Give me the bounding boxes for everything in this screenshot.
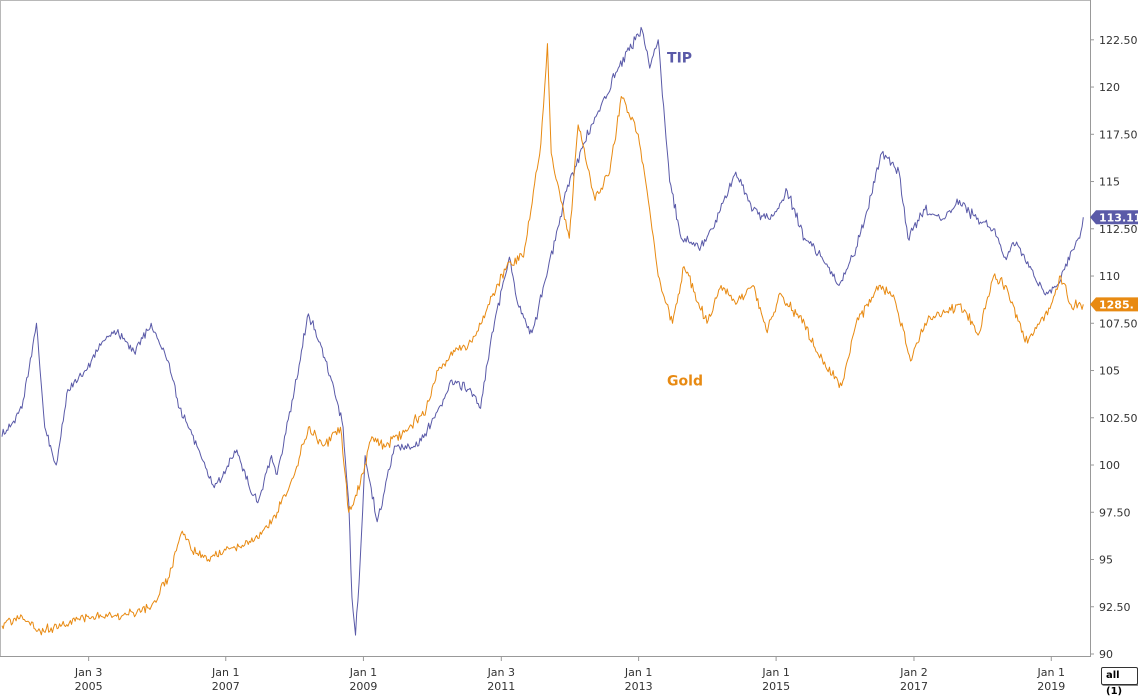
y-tick-label: 120 (1099, 81, 1120, 94)
x-tick-year-label: 2011 (487, 680, 515, 693)
x-tick-label: Jan 1 (349, 666, 377, 679)
series-labels: TIP Gold (667, 50, 703, 389)
y-tick-label: 110 (1099, 270, 1120, 283)
end-value-markers: 113.11 1285. (1090, 210, 1138, 312)
x-tick-year-label: 2007 (212, 680, 240, 693)
series-line-gold (1, 43, 1084, 636)
x-tick-label: Jan 1 (624, 666, 652, 679)
y-tick-label: 102.50 (1099, 412, 1138, 425)
x-tick-year-label: 2005 (75, 680, 103, 693)
end-value-marker-tip (1090, 210, 1138, 225)
series-label-gold: Gold (667, 374, 703, 390)
end-value-marker-gold (1090, 297, 1138, 312)
x-tick-label: Jan 1 (761, 666, 789, 679)
series-lines (1, 26, 1084, 636)
range-all-button[interactable]: all (1) (1101, 667, 1138, 697)
x-tick-year-label: 2009 (349, 680, 377, 693)
x-tick-label: Jan 3 (74, 666, 102, 679)
y-tick-label: 92.50 (1099, 601, 1131, 614)
x-tick-year-label: 2015 (762, 680, 790, 693)
y-axis-ticks: 90 92.50 95 97.50 100 102.50 105 107.50 110 112.5… (1090, 34, 1138, 661)
y-tick-label: 100 (1099, 459, 1120, 472)
x-tick-label: Jan 2 (899, 666, 927, 679)
x-tick-year-label: 2013 (625, 680, 653, 693)
plot-area-border (0, 0, 1091, 657)
end-value-label-tip: 113.11 (1099, 211, 1138, 224)
x-tick-label: Jan 1 (1037, 666, 1065, 679)
y-tick-label: 112.50 (1099, 223, 1138, 236)
x-tick-label: Jan 1 (211, 666, 239, 679)
y-tick-label: 115 (1099, 176, 1120, 189)
y-tick-label: 107.50 (1099, 317, 1138, 330)
y-tick-label: 90 (1099, 648, 1113, 661)
y-tick-label: 105 (1099, 365, 1120, 378)
end-value-label-gold: 1285. (1099, 298, 1134, 311)
y-tick-label: 97.50 (1099, 506, 1131, 519)
x-tick-year-label: 2017 (900, 680, 928, 693)
series-label-tip: TIP (667, 50, 692, 66)
y-tick-label: 122.50 (1099, 34, 1138, 47)
series-line-tip (1, 26, 1084, 636)
y-tick-label: 95 (1099, 554, 1113, 567)
y-tick-label: 117.50 (1099, 128, 1138, 141)
x-tick-year-label: 2019 (1037, 680, 1065, 693)
x-tick-label: Jan 3 (487, 666, 515, 679)
